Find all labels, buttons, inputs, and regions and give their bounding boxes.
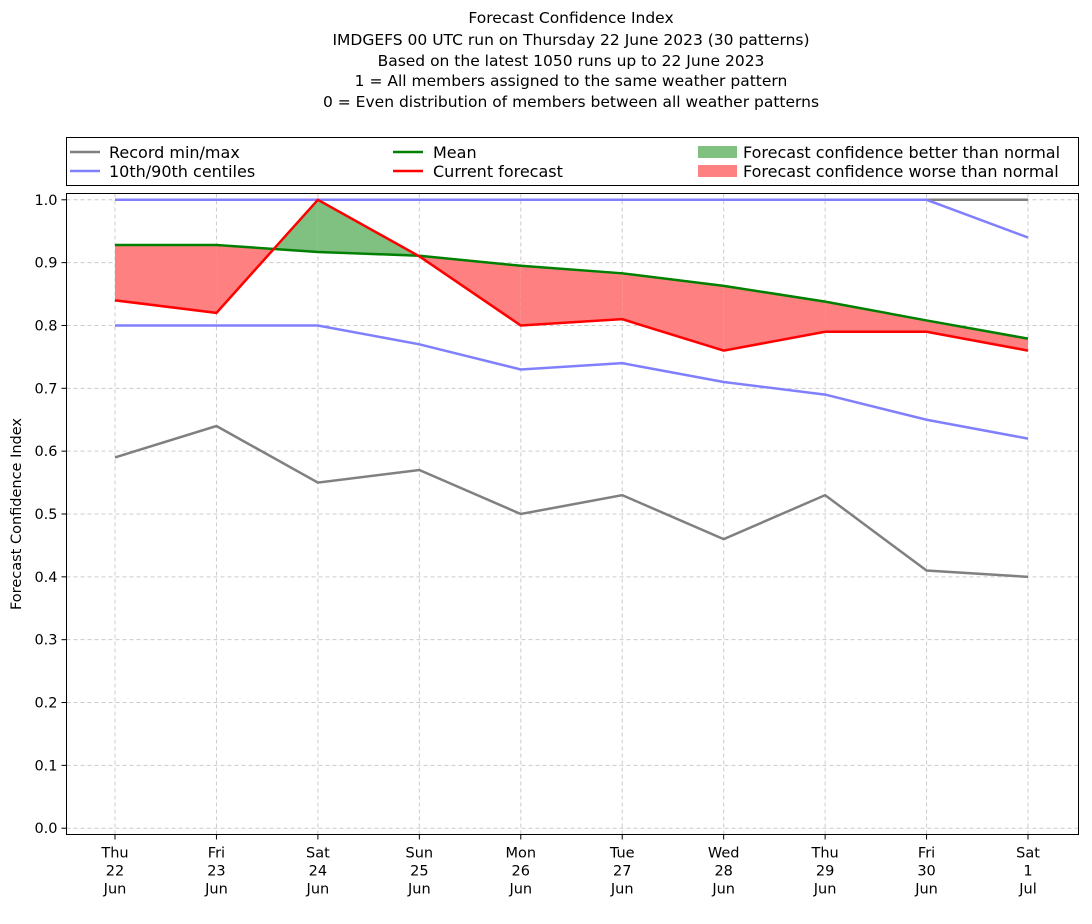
y-tick-label: 0.3 (34, 633, 57, 649)
y-tick-label: 0.1 (34, 758, 57, 774)
fill-worse-than-normal (926, 320, 1028, 351)
chart-title: Forecast Confidence Index IMDGEFS 00 UTC… (323, 9, 819, 111)
legend-item-mean: Mean (393, 143, 477, 162)
series-line-current (114, 198, 1029, 352)
legend: Record min/max 10th/90th centiles Mean C… (66, 137, 1079, 186)
title-line-2: IMDGEFS 00 UTC run on Thursday 22 June 2… (332, 31, 809, 49)
x-tick-label: Tue 27 Jun (609, 846, 635, 898)
title-line-1: Forecast Confidence Index (468, 9, 673, 27)
legend-item-record-minmax: Record min/max (70, 143, 240, 162)
y-tick-label: 0.8 (34, 318, 57, 334)
y-axis-label: Forecast Confidence Index (9, 418, 25, 610)
y-tick-label: 0.6 (34, 444, 57, 460)
title-line-4: 1 = All members assigned to the same wea… (355, 72, 788, 90)
x-tick-label: Sat 1 Jul (1016, 846, 1040, 898)
y-tick-label: 0.2 (34, 696, 57, 712)
x-tick-label: Sun 25 Jun (406, 846, 434, 898)
legend-swatch-worse (698, 165, 737, 177)
series-line-record-min (114, 424, 1029, 579)
y-tick-label: 0.9 (34, 256, 57, 272)
y-axis: 0.0 0.1 0.2 0.3 0.4 0.5 0.6 0.7 0.8 0.9 1.0 (34, 193, 67, 837)
fill-worse-than-normal (520, 265, 623, 326)
series-line-mean (115, 243, 1029, 340)
fill-worse-than-normal (115, 245, 217, 313)
legend-label-mean: Mean (433, 143, 477, 162)
series-line-p10 (115, 324, 1029, 440)
legend-label-centiles: 10th/90th centiles (109, 162, 255, 181)
x-tick-label: Mon 26 Jun (505, 846, 536, 898)
legend-label-record-minmax: Record min/max (109, 143, 240, 162)
legend-label-current: Current forecast (433, 162, 563, 181)
x-tick-label: Wed 28 Jun (708, 846, 740, 898)
x-tick-label: Thu 22 Jun (100, 846, 128, 898)
title-line-5: 0 = Even distribution of members between… (323, 93, 819, 111)
legend-item-better: Forecast confidence better than normal (698, 143, 1060, 162)
legend-item-current: Current forecast (393, 162, 563, 181)
x-tick-label: Fri 23 Jun (204, 846, 228, 898)
y-tick-label: 0.7 (34, 381, 57, 397)
legend-frame (66, 137, 1079, 186)
x-tick-label: Thu 29 Jun (810, 846, 838, 898)
title-line-3: Based on the latest 1050 runs up to 22 J… (378, 52, 765, 70)
y-tick-label: 1.0 (34, 193, 57, 209)
y-tick-label: 0.4 (34, 570, 57, 586)
x-axis: Thu 22 Jun Fri 23 Jun Sat 24 Jun Sun 25 Jun Mon 26 Jun… (100, 834, 1040, 898)
y-tick-label: 0.0 (34, 821, 57, 837)
x-tick-label: Sat 24 Jun (306, 846, 331, 898)
y-tick-label: 0.5 (34, 507, 57, 523)
fill-worse-than-normal (622, 273, 724, 351)
series-line-p90 (115, 198, 1029, 239)
legend-item-centiles: 10th/90th centiles (70, 162, 255, 181)
x-tick-label: Fri 30 Jun (914, 846, 938, 898)
legend-label-worse: Forecast confidence worse than normal (743, 162, 1059, 181)
confidence-fills (115, 199, 1028, 351)
series-lines (114, 198, 1029, 579)
legend-swatch-better (698, 146, 737, 158)
legend-label-better: Forecast confidence better than normal (743, 143, 1060, 162)
legend-item-worse: Forecast confidence worse than normal (698, 162, 1059, 181)
fill-worse-than-normal (723, 285, 826, 351)
fill-worse-than-normal (825, 301, 927, 332)
